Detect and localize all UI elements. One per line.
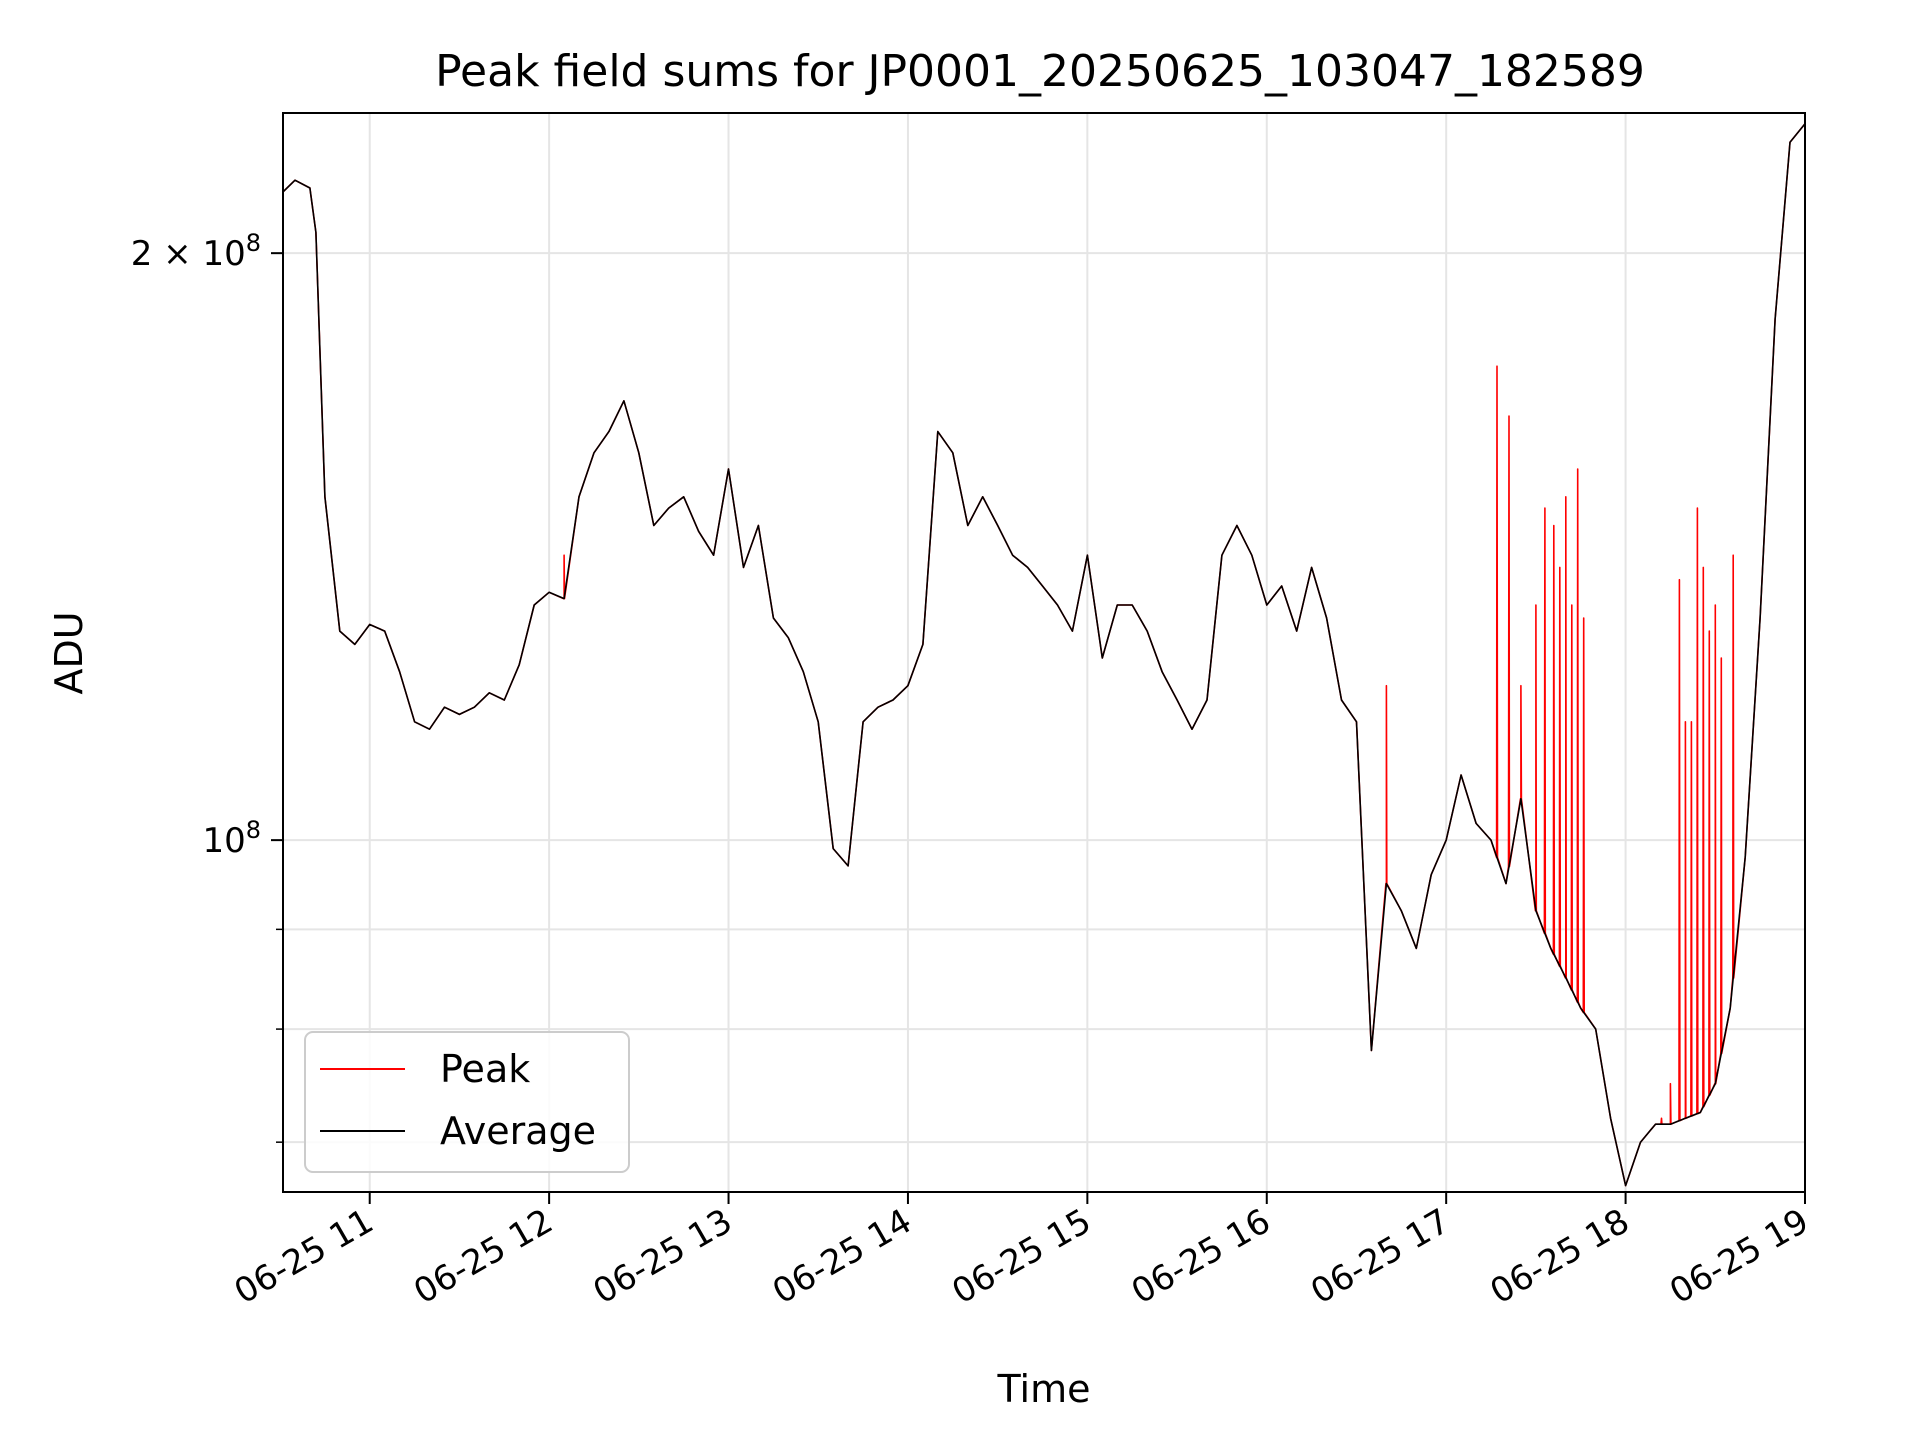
series-layer	[283, 123, 1805, 1187]
x-axis-label: Time	[997, 1367, 1091, 1411]
plot-area	[283, 113, 1805, 1192]
legend-label-average: Average	[440, 1109, 596, 1153]
legend-label-peak: Peak	[440, 1047, 530, 1091]
legend-box	[304, 1031, 630, 1173]
y-axis-label: ADU	[47, 611, 91, 694]
y-axis-ticks: 108 2 × 108	[131, 229, 283, 1143]
chart-title: Peak field sums for JP0001_20250625_1030…	[435, 46, 1645, 97]
y-tick-label: 108	[202, 816, 261, 861]
legend: Peak Average	[304, 1031, 630, 1173]
plot-frame	[282, 112, 1806, 1193]
y-tick-label: 2 × 108	[131, 229, 261, 274]
series-line-average	[283, 123, 1805, 1187]
